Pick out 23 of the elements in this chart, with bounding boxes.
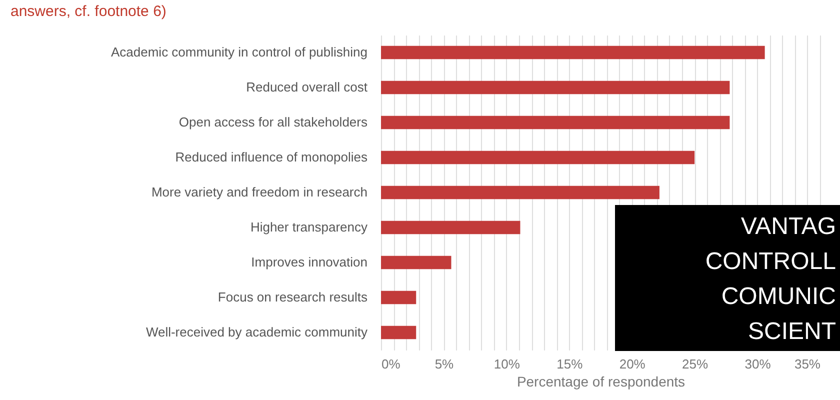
annotation: CONTROLL bbox=[704, 247, 836, 277]
y-tick-label: Improves innovation bbox=[251, 254, 368, 270]
x-tick-label: 0% bbox=[382, 356, 401, 372]
y-tick-label: Focus on research results bbox=[218, 290, 368, 304]
y-tick-label: Higher transparency bbox=[250, 220, 368, 234]
x-tick-label: 10% bbox=[494, 356, 520, 372]
annotation: SCIENT bbox=[746, 317, 836, 347]
x-tick-label: 30% bbox=[744, 356, 772, 372]
y-tick-label: Open access for all stakeholders bbox=[178, 114, 368, 130]
annotation: VANTAG bbox=[740, 212, 836, 242]
x-tick-label: 20% bbox=[619, 356, 646, 372]
x-tick-label: 15% bbox=[556, 356, 584, 372]
annotation: COMUNIC bbox=[720, 282, 836, 312]
x-tick-label: 25% bbox=[682, 356, 709, 372]
y-tick-label: Academic community in control of publishing bbox=[110, 44, 368, 60]
y-tick-label: Reduced influence of monopolies bbox=[175, 150, 368, 164]
text: answers, cf. footnote 6) bbox=[10, 3, 166, 20]
x-axis-title: Percentage of respondents bbox=[516, 374, 686, 390]
y-tick-label: More variety and freedom in research bbox=[151, 184, 368, 200]
y-tick-label: Reduced overall cost bbox=[246, 80, 368, 94]
x-tick-label: 5% bbox=[434, 356, 454, 372]
x-tick-label: 35% bbox=[794, 356, 821, 372]
y-tick-label: Well-received by academic community bbox=[146, 324, 368, 340]
